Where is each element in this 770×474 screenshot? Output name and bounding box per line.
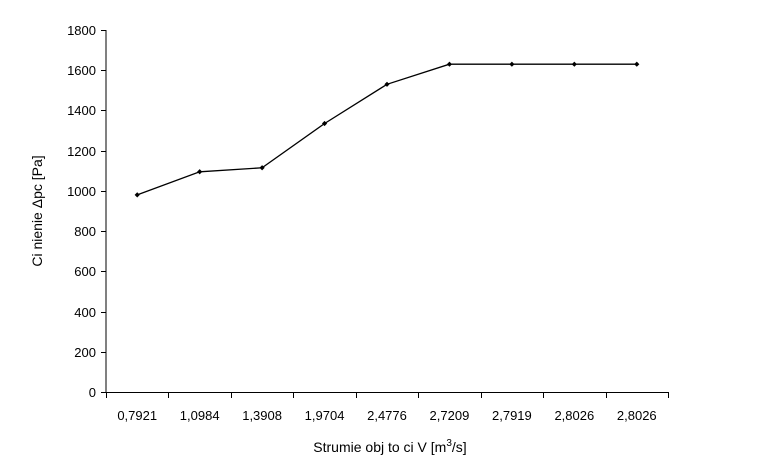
y-axis-title: Ci nienie Δpc [Pa] [29,155,45,266]
data-point [259,165,265,171]
x-axis: 0,7921 1,0984 1,3908 1,9704 2,4776 2,7209 2,79… [106,392,669,423]
x-axis-title: Strumie obj to ci V [m3/s] [313,438,466,455]
y-tick-label: 1800 [67,23,96,38]
data-point [197,169,203,175]
x-tick-label: 2,8026 [617,408,657,423]
y-tick-label: 600 [74,264,96,279]
y-tick-label: 1200 [67,144,96,159]
x-tick-label: 0,7921 [117,408,157,423]
data-point [134,192,140,198]
data-point [384,81,390,87]
x-tick-label: 2,4776 [367,408,407,423]
data-point [321,120,328,127]
data-point [634,61,640,67]
y-tick-label: 1000 [67,184,96,199]
data-point [446,61,453,67]
y-tick-label: 1400 [67,103,96,118]
x-axis-title-end: /s] [452,439,467,455]
data-point [509,61,515,67]
y-tick-label: 400 [74,305,96,320]
x-axis-title-main: Strumie obj to ci V [m [313,439,446,455]
x-tick-label: 1,9704 [305,408,345,423]
x-tick-label: 1,0984 [180,408,220,423]
data-point [571,61,577,67]
y-tick-label: 0 [89,385,96,400]
x-tick-label: 2,7209 [430,408,470,423]
x-axis-title-sup: 3 [446,438,452,449]
x-tick-label: 2,8026 [554,408,594,423]
series-group [134,61,640,198]
y-tick-label: 200 [74,345,96,360]
y-tick-label: 1600 [67,63,96,78]
y-axis: 0 200 400 600 800 1000 1200 1400 1600 1800 [67,23,107,400]
x-tick-label: 1,3908 [242,408,282,423]
x-tick-label: 2,7919 [492,408,532,423]
y-tick-label: 800 [74,224,96,239]
